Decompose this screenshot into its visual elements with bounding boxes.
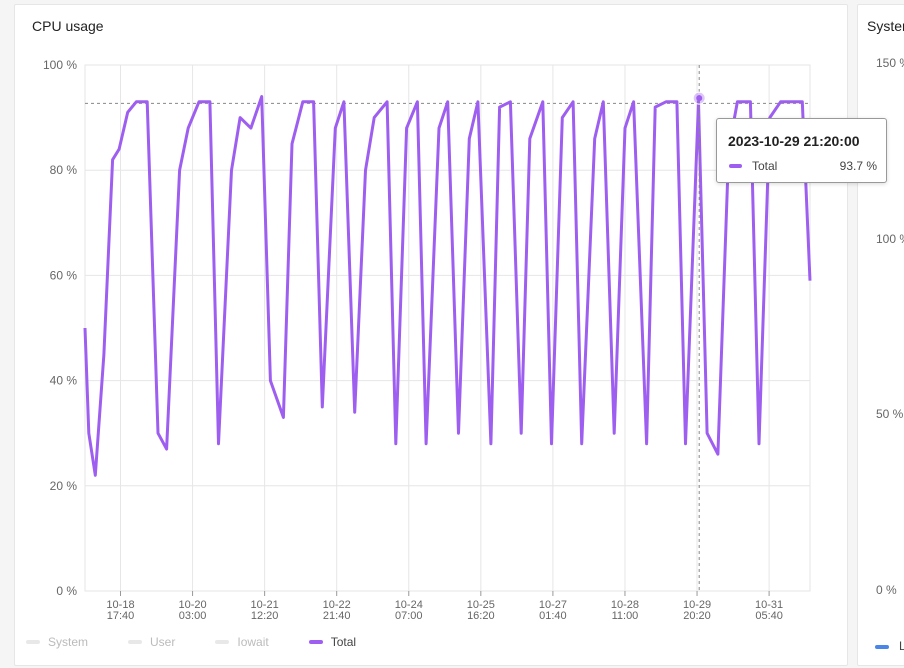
system-panel-title: Syster bbox=[867, 18, 904, 34]
y-tick-label: 100 % bbox=[43, 58, 77, 72]
x-tick-label-time: 07:00 bbox=[395, 610, 423, 622]
legend-label-user: User bbox=[150, 635, 176, 649]
y-tick-label: 60 % bbox=[50, 268, 78, 282]
legend-label-system: System bbox=[48, 635, 89, 649]
x-tick-label-date: 10-24 bbox=[395, 599, 423, 611]
legend-swatch-user bbox=[128, 640, 143, 644]
legend-label-iowait: Iowait bbox=[237, 635, 269, 649]
x-tick-label-date: 10-21 bbox=[251, 599, 279, 611]
x-tick-label-date: 10-27 bbox=[539, 599, 567, 611]
tooltip-value: 93.7 % bbox=[839, 159, 877, 173]
x-tick-label-time: 03:00 bbox=[179, 610, 207, 622]
y-tick-label: 20 % bbox=[50, 479, 78, 493]
system-y-tick-label: 150 % bbox=[876, 56, 904, 70]
system-legend-swatch bbox=[875, 645, 889, 649]
tooltip-series-label: Total bbox=[752, 159, 778, 173]
y-tick-label: 40 % bbox=[50, 374, 78, 388]
series-line-total[interactable] bbox=[83, 95, 812, 477]
system-y-tick-label: 50 % bbox=[876, 407, 904, 421]
legend-item-iowait[interactable]: Iowait bbox=[215, 634, 269, 650]
chart-legend: System User Iowait Total bbox=[26, 634, 396, 650]
legend-item-user[interactable]: User bbox=[128, 634, 175, 650]
x-tick-label-time: 11:00 bbox=[612, 610, 639, 622]
tooltip-title: 2023-10-29 21:20:00 bbox=[728, 133, 860, 149]
x-tick-label-time: 12:20 bbox=[251, 610, 279, 622]
x-tick-label-time: 05:40 bbox=[755, 610, 783, 622]
tooltip-swatch bbox=[729, 164, 742, 168]
x-tick-label-time: 01:40 bbox=[539, 610, 567, 622]
system-y-tick-label: 100 % bbox=[876, 232, 904, 246]
cpu-panel-title: CPU usage bbox=[32, 18, 104, 34]
x-tick-label-time: 21:40 bbox=[323, 610, 351, 622]
hover-point[interactable] bbox=[696, 95, 703, 102]
chart-tooltip: 2023-10-29 21:20:00 Total 93.7 % bbox=[716, 118, 887, 183]
y-tick-label: 0 % bbox=[56, 584, 77, 598]
x-tick-label-time: 20:20 bbox=[683, 610, 711, 622]
system-y-tick-label: 0 % bbox=[876, 583, 897, 597]
legend-swatch-system bbox=[26, 640, 40, 644]
x-tick-label-date: 10-29 bbox=[683, 599, 711, 611]
x-tick-label-date: 10-20 bbox=[178, 599, 206, 611]
legend-swatch-total bbox=[308, 640, 323, 644]
system-legend-label[interactable]: L bbox=[899, 639, 904, 653]
x-tick-label-date: 10-31 bbox=[755, 599, 783, 611]
legend-item-total[interactable]: Total bbox=[308, 634, 357, 650]
y-tick-label: 80 % bbox=[50, 163, 78, 177]
legend-label-total: Total bbox=[330, 635, 357, 649]
system-panel: Syster L bbox=[857, 4, 904, 666]
x-tick-label-date: 10-28 bbox=[611, 599, 639, 611]
x-tick-label-date: 10-25 bbox=[467, 599, 495, 611]
x-tick-label-date: 10-18 bbox=[106, 599, 134, 611]
legend-swatch-iowait bbox=[215, 640, 230, 644]
x-tick-label-time: 16:20 bbox=[467, 610, 495, 622]
legend-item-system[interactable]: System bbox=[26, 634, 88, 650]
plot-area bbox=[84, 64, 811, 592]
x-tick-label-date: 10-22 bbox=[323, 599, 351, 611]
x-tick-label-time: 17:40 bbox=[107, 610, 135, 622]
